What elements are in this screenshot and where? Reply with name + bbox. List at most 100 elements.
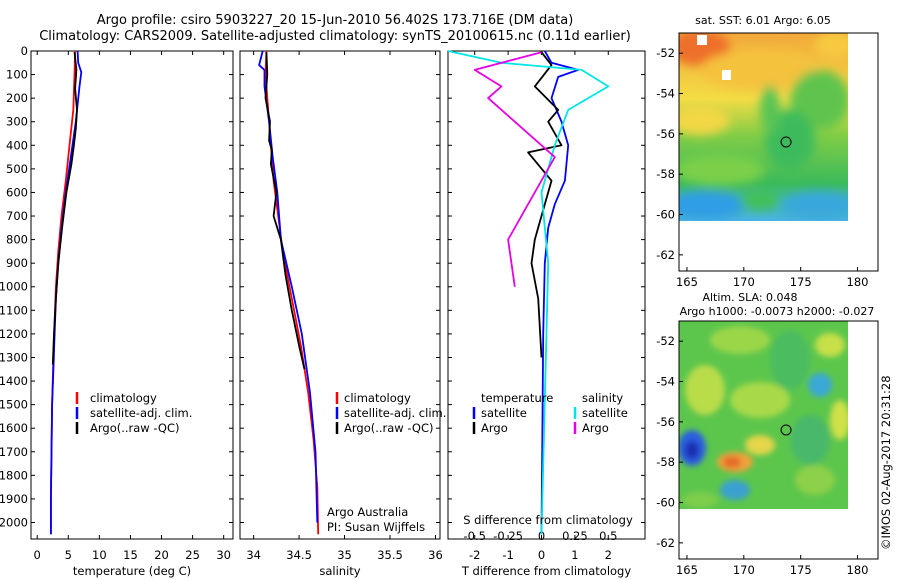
imos-watermark: ©IMOS 02-Aug-2017 20:31:28 <box>879 375 893 550</box>
y-tick-label: 2000 <box>0 515 28 529</box>
y-tick-label: 1900 <box>0 492 28 506</box>
x-tick-label: 30 <box>216 548 231 562</box>
legend-label-satellite: satellite-adj. clim. <box>90 406 192 420</box>
x-tick-label: 20 <box>154 548 169 562</box>
salinity-legend: climatology satellite-adj. clim. Argo(..… <box>327 391 446 534</box>
legend-label-climatology: climatology <box>90 391 157 405</box>
salinity-annotation-line2: PI: Susan Wijffels <box>327 520 425 534</box>
legend-label-t-satellite: satellite <box>481 406 527 420</box>
y-tick-label: 0 <box>21 44 28 58</box>
x-axis-label: temperature (deg C) <box>73 564 191 578</box>
y-tick-label: 700 <box>6 209 28 223</box>
salinity-annotation-line1: Argo Australia <box>327 505 408 519</box>
map-y-tick-label: -54 <box>656 87 675 101</box>
map-y-tick-label: -52 <box>656 46 675 60</box>
y-tick-label: 100 <box>6 68 28 82</box>
map-x-tick-label: 175 <box>790 275 812 289</box>
y-tick-label: 1500 <box>0 398 28 412</box>
x-tick-label: 0 <box>538 548 545 562</box>
x-tick-label: 36 <box>428 548 443 562</box>
x-tick-label: 15 <box>123 548 138 562</box>
map-y-tick-label: -62 <box>656 248 675 262</box>
x-tick-label: 5 <box>65 548 72 562</box>
series-line-climatology <box>264 50 320 535</box>
series-line-t-argo <box>527 51 563 358</box>
sst-map: sat. SST: 6.01 Argo: 6.05 <box>656 14 879 289</box>
sst-map-axes: 165 170 175 180 -52 -54 -56 -58 -60 -62 <box>656 46 868 289</box>
x-axis-label: T difference from climatology <box>461 564 632 578</box>
y-tick-label: 1100 <box>0 303 28 317</box>
series-line-argo-raw-qc- <box>264 52 306 370</box>
map-y-tick-label: -60 <box>656 496 675 510</box>
x-tick-label: 34.5 <box>286 548 312 562</box>
y-tick-label: 400 <box>6 138 28 152</box>
plot-frame <box>447 50 646 540</box>
map-y-tick-label: -56 <box>656 415 675 429</box>
legend-label-argo: Argo(..raw -QC) <box>90 421 180 435</box>
y-tick-label: 800 <box>6 233 28 247</box>
series-line-argo-raw-qc- <box>51 52 78 365</box>
series-line-climatology <box>50 50 76 535</box>
map-x-tick-label: 165 <box>676 563 698 577</box>
sst-map-label: sat. SST: 6.01 Argo: 6.05 <box>695 14 831 27</box>
map-y-tick-label: -58 <box>656 455 675 469</box>
map-x-tick-label: 165 <box>676 275 698 289</box>
legend-label-t-argo: Argo <box>481 421 508 435</box>
x-tick-label: 35.5 <box>377 548 403 562</box>
sla-map-frame <box>678 320 879 560</box>
y-tick-label: 1600 <box>0 421 28 435</box>
y-tick-label: 600 <box>6 185 28 199</box>
x-tick-label: -2 <box>469 548 480 562</box>
legend-label-s-argo: Argo <box>582 421 609 435</box>
y-tick-label: 500 <box>6 162 28 176</box>
s-tick-label: -0.25 <box>493 529 523 543</box>
difference-legend: temperature salinity satellite Argo sate… <box>463 391 633 527</box>
x-axis-label: salinity <box>319 564 360 578</box>
map-y-tick-label: -62 <box>656 536 675 550</box>
temperature-panel: 0100200300400500600700800900100011001200… <box>0 44 234 578</box>
legend-title-temperature: temperature <box>481 391 553 405</box>
x-tick-label: 2 <box>605 548 612 562</box>
salinity-panel: 34 34.5 35 35.5 36 salinity <box>239 50 443 578</box>
argo-float-marker <box>780 136 792 148</box>
y-tick-label: 300 <box>6 115 28 129</box>
x-tick-label: 0 <box>34 548 41 562</box>
sla-map: Altim. SLA: 0.048 Argo h1000: -0.0073 h2… <box>656 291 879 577</box>
x-tick-label: 1 <box>571 548 578 562</box>
map-x-tick-label: 170 <box>733 275 755 289</box>
legend-title-salinity: salinity <box>582 391 623 405</box>
plot-frame <box>30 50 234 540</box>
x-tick-label: -1 <box>502 548 513 562</box>
map-y-tick-label: -58 <box>656 167 675 181</box>
argo-float-marker <box>780 424 792 436</box>
x-tick-label: 34 <box>246 548 261 562</box>
s-tick-label: 0.5 <box>599 529 617 543</box>
y-tick-label: 1300 <box>0 350 28 364</box>
y-tick-label: 1400 <box>0 374 28 388</box>
series-line-s-satellite <box>447 50 610 535</box>
x-tick-label: 10 <box>92 548 107 562</box>
legend-label-satellite: satellite-adj. clim. <box>344 406 446 420</box>
figure-title-line2: Climatology: CARS2009. Satellite-adjuste… <box>39 29 631 44</box>
s-difference-axis-label: S difference from climatology <box>463 513 633 527</box>
map-x-tick-label: 180 <box>847 563 869 577</box>
map-y-tick-label: -60 <box>656 208 675 222</box>
map-y-tick-label: -54 <box>656 375 675 389</box>
sst-map-frame <box>678 32 879 272</box>
legend-label-s-satellite: satellite <box>582 406 628 420</box>
sla-map-label-line1: Altim. SLA: 0.048 <box>702 291 797 304</box>
map-y-tick-label: -56 <box>656 127 675 141</box>
map-x-tick-label: 180 <box>847 275 869 289</box>
y-tick-label: 200 <box>6 91 28 105</box>
s-tick-label: 0 <box>538 529 545 543</box>
y-tick-label: 1000 <box>0 280 28 294</box>
y-tick-label: 900 <box>6 256 28 270</box>
y-tick-label: 1800 <box>0 468 28 482</box>
map-x-tick-label: 170 <box>733 563 755 577</box>
figure-title-line1: Argo profile: csiro 5903227_20 15-Jun-20… <box>96 13 574 28</box>
sla-map-axes: 165 170 175 180 -52 -54 -56 -58 -60 -62 <box>656 334 868 577</box>
series-line-s-argo <box>473 51 556 287</box>
x-tick-label: 25 <box>185 548 200 562</box>
plot-frame <box>239 50 441 540</box>
